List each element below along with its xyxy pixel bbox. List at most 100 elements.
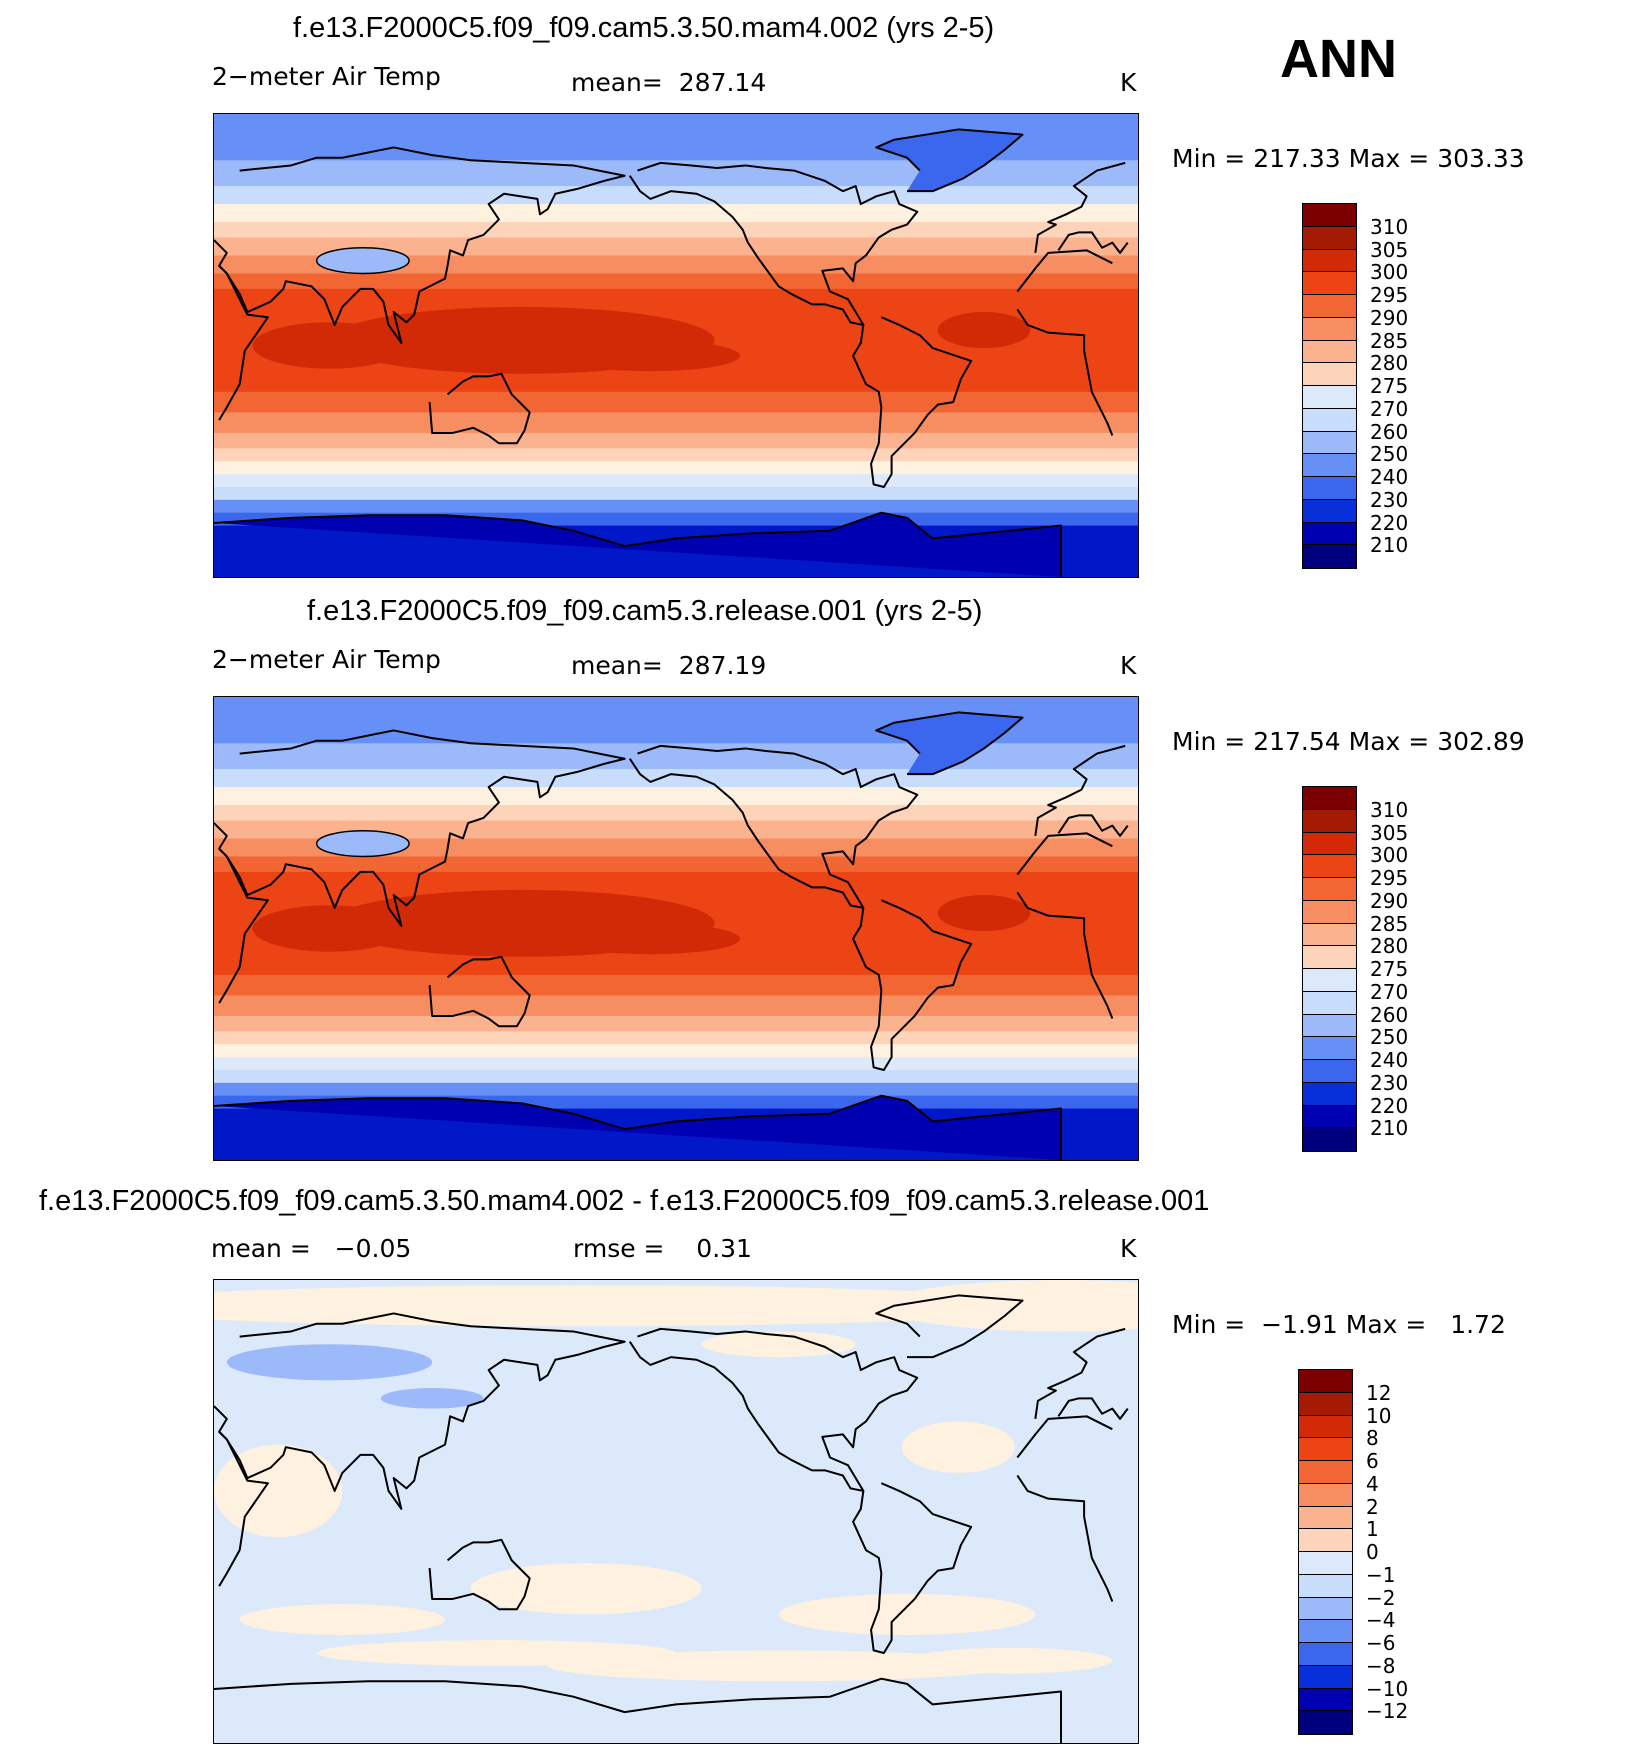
temperature-band [214,237,1138,257]
coastline-africa [1016,249,1113,293]
coastline-eurasia [1034,161,1126,254]
temperature-band [214,1031,1138,1045]
colorbar-swatch [1303,809,1356,833]
colorbar-swatch [1303,991,1356,1015]
colorbar-label: 12 [1366,1380,1392,1405]
tibetan-plateau [315,247,410,275]
coastline-africa [1016,832,1113,876]
colorbar-label: 270 [1370,396,1409,421]
colorbar-swatch [1303,1037,1356,1060]
panel-2-map [213,696,1139,1161]
coastline-namerica [628,161,919,326]
colorbar-label: 6 [1366,1449,1379,1473]
temperature-band [214,432,1138,449]
colorbar-label: 295 [1370,283,1409,307]
colorbar-label: 10 [1366,1403,1392,1428]
map-canvas [214,697,1138,1160]
temperature-band [214,1082,1138,1097]
colorbar-swatch [1303,878,1356,901]
colorbar-swatch [1303,408,1356,432]
colorbar-label: 240 [1370,1048,1409,1072]
coastline-antarctica [214,511,1062,577]
colorbar-swatch [1299,1392,1352,1416]
coastline-eurasia [214,146,626,344]
panel-2-max-label: Max = [1348,727,1430,756]
colorbar-swatch [1303,946,1356,969]
colorbar-swatch [1303,477,1356,500]
coastline-antarctica [214,1094,1062,1160]
colorbar-label: −10 [1366,1676,1409,1701]
panel-2-colorbar: 310 305 300 295 290 285 280 275 270 260 250 240 230 2… [1302,786,1408,1152]
colorbar-swatch [1303,386,1356,409]
panel-3-units: K [1120,1234,1137,1263]
panel-1-map [213,113,1139,578]
colorbar-swatch [1299,1688,1352,1712]
warm-pool [560,923,741,955]
colorbar-label: 290 [1370,888,1409,913]
colorbar-swatch [1303,317,1356,341]
colorbar-swatch [1299,1438,1352,1461]
coastline-eurasia [1034,1327,1126,1420]
warm-pool [252,905,407,952]
temperature-band [214,820,1138,840]
temperature-band [214,448,1138,462]
colorbar-label: 260 [1370,419,1409,444]
positive-anomaly-region [239,1604,445,1635]
colorbar-swatch [1303,340,1356,364]
colorbar-label: 275 [1370,374,1409,398]
colorbar-swatch [1299,1506,1352,1530]
panel-1-min-label: Min = [1172,144,1246,173]
colorbar-label: 250 [1370,442,1409,467]
colorbar-swatch [1303,454,1356,477]
positive-anomaly-region [907,1647,1113,1674]
colorbar-label: −1 [1366,1562,1396,1587]
colorbar-swatch [1303,204,1356,227]
panel-3-mean-label: mean = [211,1234,311,1263]
season-label: ANN [1280,29,1397,89]
panel-1-mean-label: mean= [571,68,663,97]
temperature-band [214,204,1138,223]
panel-3-mean-value: −0.05 [334,1234,412,1263]
colorbar-label: 310 [1370,797,1409,822]
colorbar-label: 220 [1370,510,1409,535]
panel-1-minmax: Min = 217.33 Max = 303.33 [1172,144,1525,173]
colorbar-label: 295 [1370,866,1409,890]
panel-2-minmax: Min = 217.54 Max = 302.89 [1172,727,1525,756]
colorbar-swatch [1299,1461,1352,1484]
colorbar-label: 290 [1370,305,1409,330]
colorbar-swatch [1303,1082,1356,1106]
coastline-africa [1016,308,1114,436]
panel-1-title: f.e13.F2000C5.f09_f09.cam5.3.50.mam4.002… [293,12,995,44]
colorbar-swatch [1299,1574,1352,1598]
colorbar-swatch [1303,832,1356,856]
colorbar-swatch [1299,1665,1352,1689]
temperature-band [214,222,1138,239]
temperature-band [214,1069,1138,1084]
temperature-band [214,787,1138,806]
coastline-antarctica [214,1677,1062,1743]
colorbar-label: 230 [1370,487,1409,512]
map-canvas [214,1280,1138,1743]
panel-2-mean: mean= 287.19 [571,651,766,680]
coastline-africa [1016,891,1114,1019]
colorbar-label: 285 [1370,328,1409,353]
coastline-africa [1016,1474,1114,1602]
colorbar-label: 210 [1370,1116,1409,1141]
panel-1-units: K [1120,68,1137,97]
panel-1-min-value: 217.33 [1253,144,1341,173]
panel-1-max-label: Max = [1348,144,1430,173]
temperature-band [214,1015,1138,1032]
panel-2-min-value: 217.54 [1253,727,1341,756]
colorbar-label: 305 [1370,820,1409,845]
colorbar-swatch [1299,1552,1352,1575]
colorbar-swatch [1303,522,1356,546]
coastline-samerica [852,1482,973,1654]
colorbar-swatch [1303,900,1356,924]
panel-3-rmse-label: rmse = [573,1234,665,1263]
colorbar-label: 240 [1370,465,1409,489]
colorbar-swatch [1299,1483,1352,1507]
panel-2-max-value: 302.89 [1437,727,1525,756]
coastline-eurasia [214,729,626,927]
colorbar-label: 280 [1370,351,1409,376]
colorbar-label: −4 [1366,1608,1396,1633]
